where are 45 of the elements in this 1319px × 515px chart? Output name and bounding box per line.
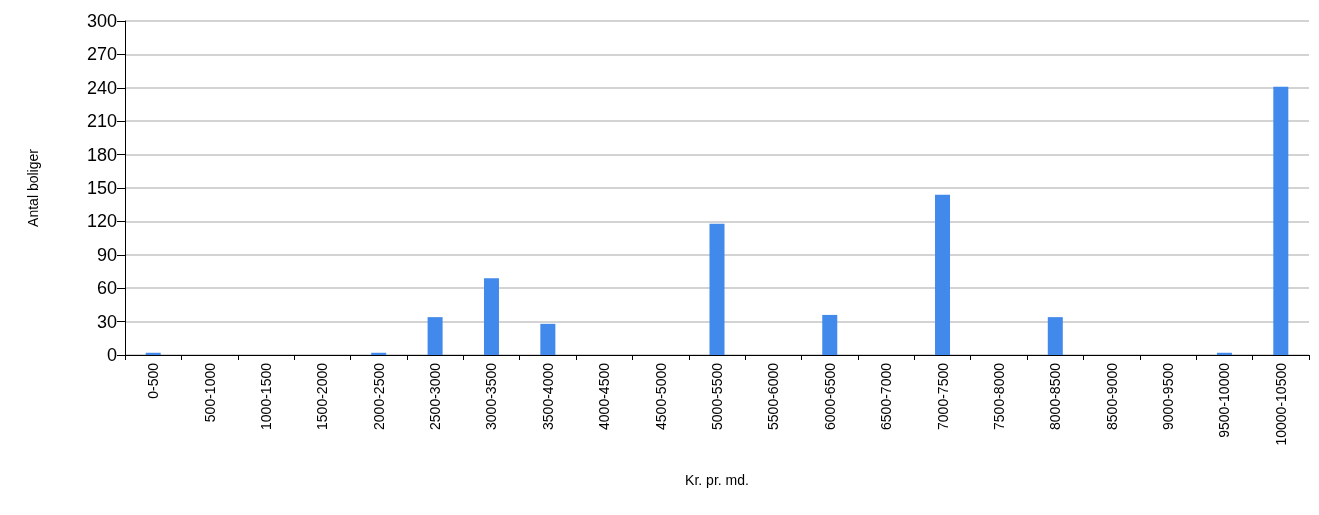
y-tick-label: 120 [86,211,117,232]
bar [540,323,556,355]
y-tick-label: 270 [86,44,117,65]
bar [145,352,161,355]
y-tick-label: 60 [96,278,117,299]
x-tick-label: 4500-5000 [652,362,669,430]
y-tick-label: 180 [86,144,117,165]
x-tick-label: 7500-8000 [990,362,1007,430]
x-tick-label: 10000-10500 [1272,362,1289,446]
bar [935,194,951,355]
x-tick-label: 2000-2500 [370,362,387,430]
x-tick-label: 8500-9000 [1103,362,1120,430]
x-tick-label: 3000-3500 [483,362,500,430]
y-tick-label: 30 [96,311,117,332]
x-tick-label: 5500-6000 [765,362,782,430]
x-tick-label: 2500-3000 [427,362,444,430]
x-tick-label: 0-500 [145,362,162,399]
x-tick-label: 6000-6500 [821,362,838,430]
bar [822,314,838,355]
x-tick-label: 500-1000 [201,362,218,423]
bar [371,352,387,355]
x-tick-label: 8000-8500 [1047,362,1064,430]
bar [1216,352,1232,355]
x-tick-label: 7000-7500 [934,362,951,430]
y-tick-label: 0 [106,345,117,365]
x-tick-label: 1500-2000 [314,362,331,430]
y-tick-label: 240 [86,77,117,98]
x-tick-label: 1000-1500 [257,362,274,430]
x-tick-label: 9000-9500 [1160,362,1177,430]
x-tick-label: 4000-4500 [596,362,613,430]
y-tick-label: 210 [86,111,117,132]
x-tick-label: 3500-4000 [539,362,556,430]
bar [427,317,443,355]
x-tick-label: 5000-5500 [709,362,725,430]
y-tick-label: 90 [96,244,117,265]
bar [1273,86,1289,355]
x-tick-label: 6500-7000 [878,362,895,430]
y-tick-label: 150 [86,178,117,198]
x-axis-title: Kr. pr. md. [685,472,749,488]
bar [1047,317,1063,355]
bar [709,223,725,355]
y-axis-title: Antal boliger [25,148,41,227]
x-tick-label: 9500-10000 [1216,362,1233,438]
bar [483,278,499,355]
y-tick-label: 300 [86,11,117,31]
